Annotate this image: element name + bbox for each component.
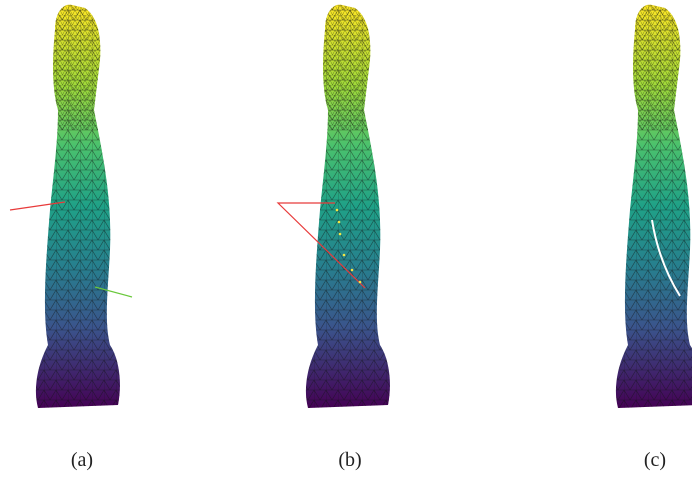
arm-mesh-b xyxy=(305,4,390,408)
red-rays xyxy=(276,202,366,289)
red-ray xyxy=(9,201,66,211)
arm-mesh-c xyxy=(615,4,692,408)
green-ray xyxy=(94,286,133,298)
caption: (a) xyxy=(71,449,93,471)
caption: (c) xyxy=(644,449,666,471)
caption: (b) xyxy=(338,449,361,471)
arm-mesh-a xyxy=(35,4,120,408)
cut-curve xyxy=(651,219,681,297)
sample-points xyxy=(335,208,362,284)
